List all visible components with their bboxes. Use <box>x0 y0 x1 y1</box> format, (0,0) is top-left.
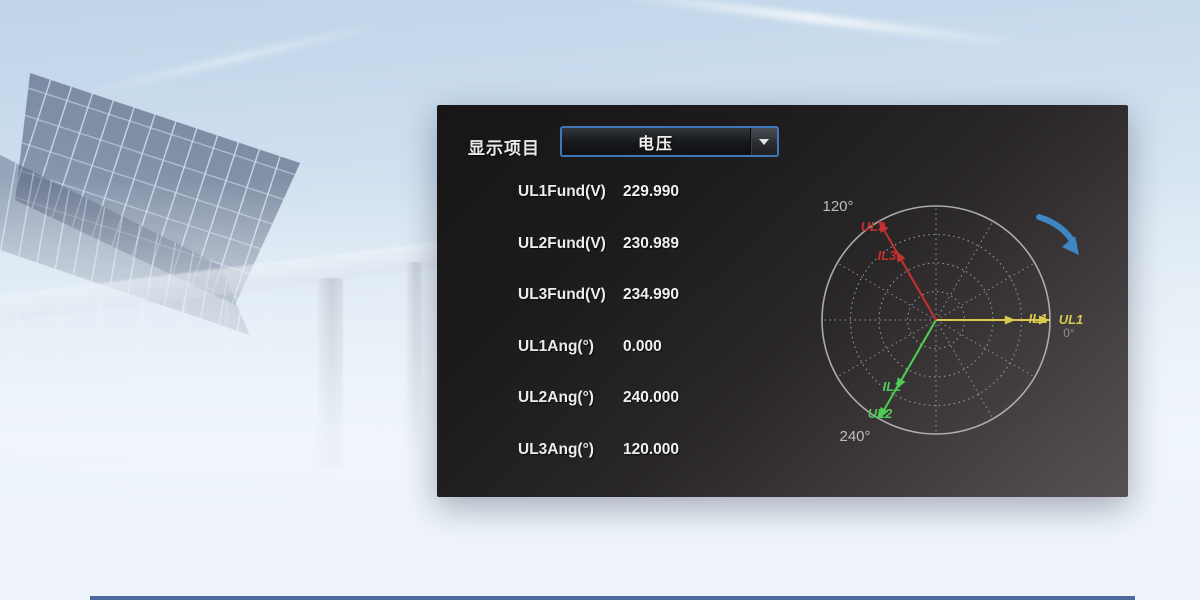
phasor-diagram: UL1 IL1 UL2 IL2 UL3 IL3 120° 240° 0° <box>821 198 1084 445</box>
measurement-value: 234.990 <box>623 286 680 303</box>
phasor-measurement-panel: 显示项目 电压 UL1Fund(V) 229.990 UL2Fund(V) 23… <box>437 105 1128 497</box>
measurement-row: UL1Fund(V) 229.990 <box>518 183 798 203</box>
display-items-label: 显示项目 <box>468 139 540 158</box>
measurement-label: UL1Ang(°) <box>518 338 594 355</box>
angle-marker: 120° <box>822 198 853 215</box>
dropdown-selected-value: 电压 <box>637 135 674 153</box>
angle-marker: 0° <box>1063 326 1075 340</box>
bottom-blue-strip <box>90 596 1135 600</box>
display-item-dropdown[interactable]: 电压 <box>560 126 779 157</box>
angle-marker: 240° <box>839 428 870 445</box>
measurement-label: UL2Fund(V) <box>518 235 606 252</box>
measurement-label: UL2Ang(°) <box>518 389 594 406</box>
rotation-direction-icon <box>1036 214 1079 255</box>
phasor-label-il3: IL3 <box>878 248 898 263</box>
measurement-row: UL3Fund(V) 234.990 <box>518 286 798 306</box>
phasor-label-ul3: UL3 <box>861 219 886 234</box>
measurement-value: 230.989 <box>623 235 680 252</box>
measurement-value: 229.990 <box>623 183 680 200</box>
phasor-label-il1: IL1 <box>1029 311 1048 326</box>
measurement-label: UL3Ang(°) <box>518 441 594 458</box>
phasor-label-il2: IL2 <box>883 379 903 394</box>
measurement-row: UL1Ang(°) 0.000 <box>518 338 798 358</box>
measurement-row: UL2Ang(°) 240.000 <box>518 389 798 409</box>
measurement-row: UL3Ang(°) 120.000 <box>518 441 798 461</box>
measurement-value: 0.000 <box>623 338 662 355</box>
dropdown-arrow-button[interactable] <box>750 128 777 155</box>
measurement-label: UL3Fund(V) <box>518 286 606 303</box>
phasor-label-ul1: UL1 <box>1059 312 1084 327</box>
phasor-label-ul2: UL2 <box>868 406 893 421</box>
chevron-down-icon <box>759 138 769 145</box>
measurement-label: UL1Fund(V) <box>518 183 606 200</box>
measurement-value: 120.000 <box>623 441 680 458</box>
measurement-value: 240.000 <box>623 389 680 406</box>
measurement-row: UL2Fund(V) 230.989 <box>518 235 798 255</box>
